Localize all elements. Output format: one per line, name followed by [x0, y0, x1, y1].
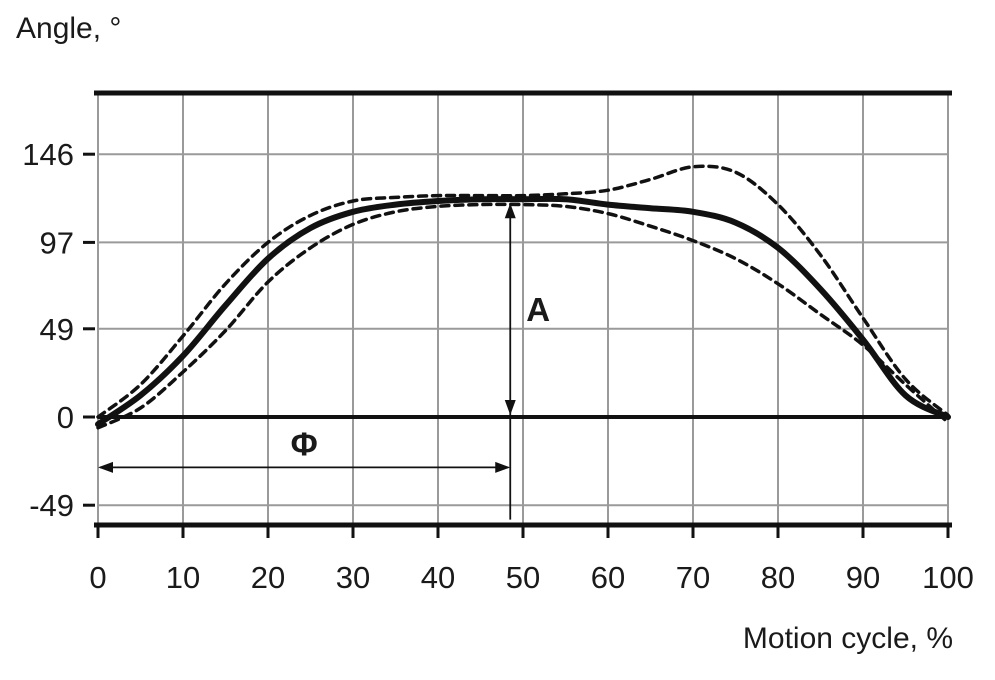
- x-tick-label: 70: [676, 560, 710, 595]
- x-tick-label: 90: [846, 560, 880, 595]
- y-tick-label: -49: [29, 488, 74, 523]
- y-tick-label: 49: [40, 312, 74, 347]
- x-tick-label: 30: [336, 560, 370, 595]
- series-upper-bound: [96, 164, 950, 419]
- x-axis-title: Motion cycle, %: [742, 622, 953, 655]
- annotation-label-phase: Φ: [291, 425, 318, 462]
- annotations: AΦ: [98, 203, 550, 520]
- arrow-head-left-icon: [98, 461, 113, 473]
- data-series: [95, 164, 951, 430]
- series-mean-angle: [95, 195, 951, 428]
- x-tick-label: 60: [591, 560, 625, 595]
- x-tick-label: 50: [506, 560, 540, 595]
- x-tick-label: 20: [251, 560, 285, 595]
- axes: [83, 90, 952, 538]
- x-tick-label: 40: [421, 560, 455, 595]
- x-tick-label: 80: [761, 560, 795, 595]
- x-tick-label: 100: [922, 560, 974, 595]
- y-tick-label: 146: [22, 137, 74, 172]
- arrow-head-right-icon: [495, 461, 511, 473]
- arrow-head-up-icon: [504, 203, 516, 219]
- y-tick-label: 0: [57, 400, 74, 435]
- grid-lines: [97, 93, 949, 525]
- x-tick-label: 0: [89, 560, 106, 595]
- x-tick-label: 10: [166, 560, 200, 595]
- y-tick-label: 97: [40, 225, 74, 260]
- arrow-head-down-icon: [504, 400, 516, 415]
- tick-labels: 0 10 20 30 40 50 60 70 80 90 100 146 97 49 0 -49: [22, 137, 974, 595]
- annotation-label-amplitude: A: [526, 291, 550, 328]
- y-axis-title: Angle, °: [16, 12, 122, 45]
